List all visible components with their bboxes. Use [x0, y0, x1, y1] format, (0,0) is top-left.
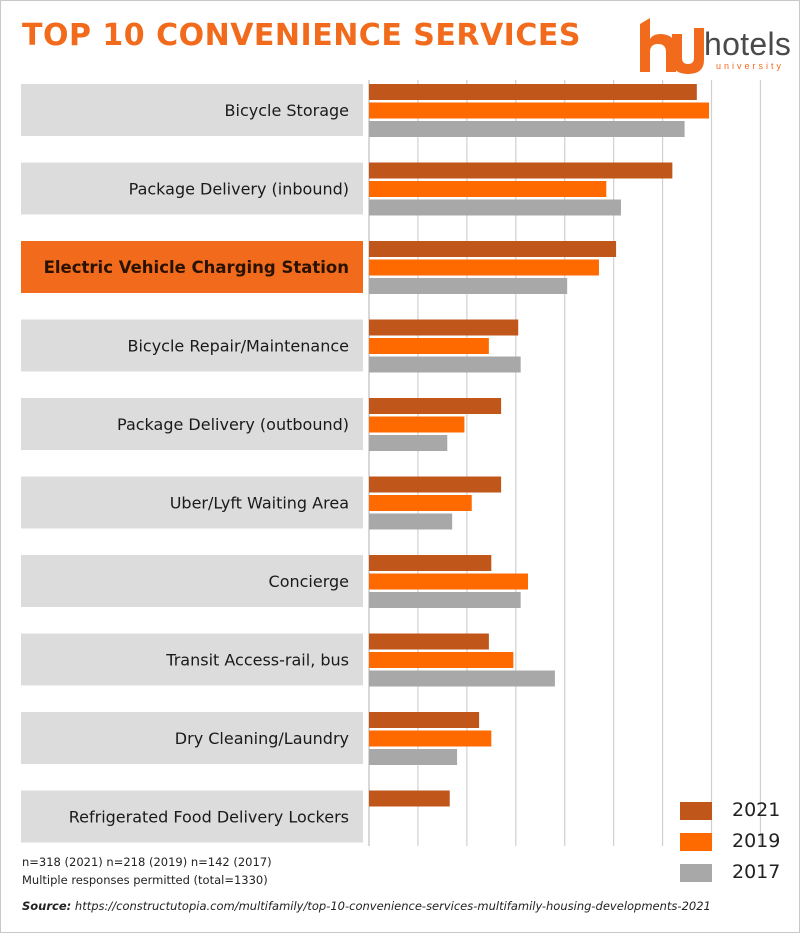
category-label-box: [21, 162, 363, 215]
legend-label-2021: 2021: [732, 799, 781, 821]
bar-2019: [369, 338, 489, 354]
category-label-box: [21, 555, 363, 607]
bar-2019: [369, 652, 514, 668]
logo-subtitle: university: [716, 61, 785, 71]
category-label: Bicycle Storage: [225, 101, 349, 120]
category-label: Package Delivery (outbound): [117, 415, 349, 434]
legend-label-2019: 2019: [732, 830, 781, 852]
bar-2021: [369, 398, 502, 414]
bar-2017: [369, 749, 458, 765]
category-label: Bicycle Repair/Maintenance: [127, 337, 349, 356]
bar-2019: [369, 730, 492, 747]
category-label-box: [21, 84, 363, 136]
bar-2019: [369, 416, 465, 433]
sample-size-note: n=318 (2021) n=218 (2019) n=142 (2017): [22, 855, 272, 869]
category-label: Dry Cleaning/Laundry: [175, 729, 349, 748]
bar-2019: [369, 181, 607, 197]
category-label-box: [21, 712, 363, 764]
sample-notes: n=318 (2021) n=218 (2019) n=142 (2017) M…: [22, 853, 272, 889]
bar-2021: [369, 241, 617, 257]
bar-2017: [369, 121, 685, 137]
source-label: Source:: [22, 899, 72, 913]
bar-2019: [369, 102, 710, 119]
bar-2017: [369, 670, 555, 687]
bar-2021: [369, 84, 697, 100]
bar-2021: [369, 633, 489, 650]
legend-swatch-2021: [680, 802, 712, 820]
bar-2017: [369, 278, 568, 294]
hotels-university-logo: hotels university: [636, 14, 791, 74]
bar-2021: [369, 162, 673, 179]
legend-item-2017: 2017: [680, 861, 790, 884]
hu-logo-mark-icon: [640, 18, 704, 74]
bar-2017: [369, 592, 521, 608]
category-label: Refrigerated Food Delivery Lockers: [69, 808, 349, 827]
legend-item-2019: 2019: [680, 830, 790, 853]
legend-swatch-2019: [680, 833, 712, 851]
category-label-box: [21, 790, 363, 843]
bar-2017: [369, 435, 448, 451]
legend-swatch-2017: [680, 864, 712, 882]
category-label: Electric Vehicle Charging Station: [44, 258, 349, 277]
category-label-box: [21, 241, 363, 293]
category-label-box: [21, 319, 363, 372]
category-label-box: [21, 476, 363, 529]
bar-2017: [369, 513, 453, 530]
category-label-box: [21, 398, 363, 450]
category-label: Transit Access-rail, bus: [165, 651, 349, 670]
page-title: TOP 10 CONVENIENCE SERVICES: [22, 18, 581, 53]
bar-2017: [369, 199, 621, 216]
logo-wordmark: hotels: [704, 26, 792, 62]
bar-2019: [369, 573, 529, 590]
category-label: Concierge: [269, 572, 349, 591]
bar-2019: [369, 495, 472, 511]
bar-2021: [369, 555, 492, 571]
source-note: Source: https://constructutopia.com/mult…: [22, 899, 711, 913]
bar-2021: [369, 476, 502, 493]
bar-2021: [369, 790, 450, 807]
category-label: Package Delivery (inbound): [129, 180, 349, 199]
category-label: Uber/Lyft Waiting Area: [170, 494, 349, 513]
source-url[interactable]: https://constructutopia.com/multifamily/…: [74, 899, 711, 913]
multiple-responses-note: Multiple responses permitted (total=1330…: [22, 873, 268, 887]
bar-2017: [369, 356, 521, 373]
bar-2019: [369, 259, 599, 276]
bar-2021: [369, 319, 519, 336]
legend-label-2017: 2017: [732, 861, 781, 883]
category-label-box: [21, 633, 363, 686]
bar-2021: [369, 712, 480, 728]
legend-item-2021: 2021: [680, 799, 790, 822]
